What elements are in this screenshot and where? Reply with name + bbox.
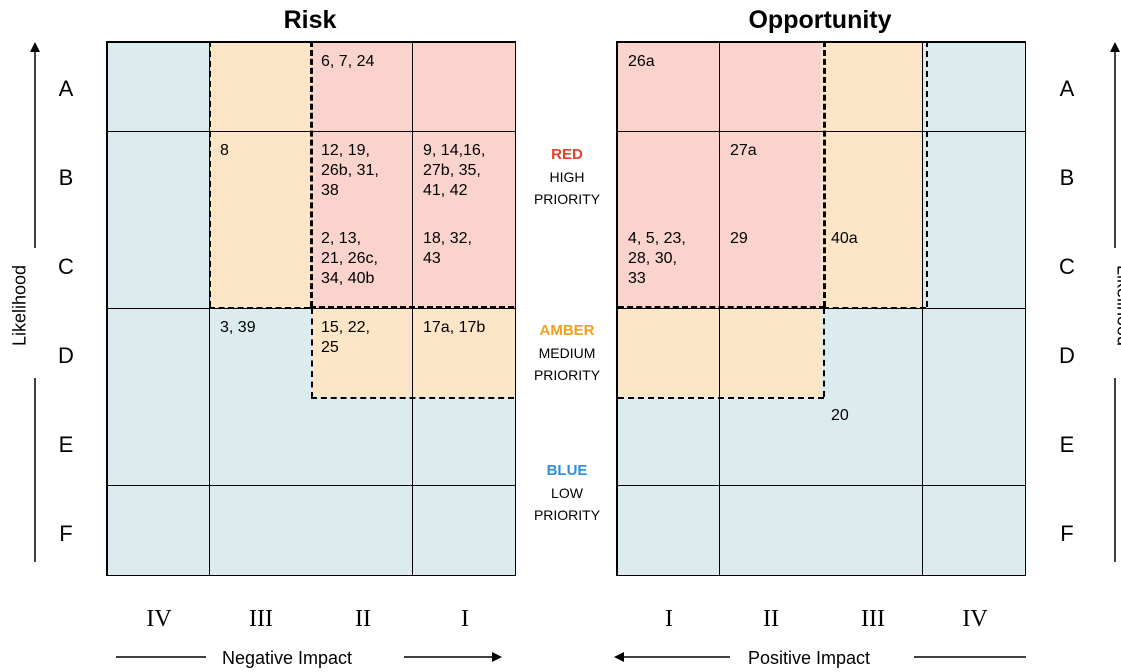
opportunity-cell <box>821 486 923 575</box>
opportunity-cell <box>720 397 822 486</box>
row-label: C <box>58 254 74 279</box>
row-label: E <box>1059 432 1075 457</box>
row-label: D <box>58 343 74 368</box>
risk-cell <box>108 43 210 132</box>
opportunity-cell <box>618 397 720 486</box>
risk-cell <box>108 397 210 486</box>
legend-red-line2: PRIORITY <box>533 191 601 207</box>
opportunity-cell <box>923 43 1025 132</box>
risk-cell <box>413 397 515 486</box>
risk-cell <box>108 220 210 309</box>
opportunity-cell: 26a <box>618 43 720 132</box>
opportunity-cell <box>821 309 923 398</box>
row-label: A <box>58 76 74 101</box>
risk-cell <box>311 397 413 486</box>
risk-matrix: 6, 7, 24 8 12, 19, 26b, 31, 38 9, 14,16, 27… <box>106 41 516 576</box>
risk-cell <box>210 43 312 132</box>
row-label: B <box>58 165 74 190</box>
opportunity-cell <box>923 397 1025 486</box>
risk-column-label: I <box>461 606 469 632</box>
risk-cell: 18, 32, 43 <box>413 220 515 309</box>
opportunity-cell: 40a <box>821 220 923 309</box>
opportunity-column-label: III <box>861 606 885 632</box>
legend-amber-key: AMBER <box>539 322 595 339</box>
risk-cell <box>210 220 312 309</box>
legend-red-line1: HIGH <box>549 169 585 185</box>
opportunity-column-label: II <box>763 606 779 632</box>
legend-red-key: RED <box>551 146 583 163</box>
row-label: E <box>58 432 74 457</box>
risk-column-label: IV <box>146 606 172 632</box>
risk-cell: 2, 13, 21, 26c, 34, 40b <box>311 220 413 309</box>
opportunity-cell: 20 <box>821 397 923 486</box>
risk-cell <box>413 43 515 132</box>
opportunity-cell <box>618 309 720 398</box>
risk-cell: 17a, 17b <box>413 309 515 398</box>
opportunity-cell <box>618 486 720 575</box>
risk-column-label: II <box>355 606 371 632</box>
opportunity-cell <box>923 220 1025 309</box>
legend-amber-line2: PRIORITY <box>533 367 601 383</box>
row-label: D <box>1059 343 1075 368</box>
risk-cell <box>210 486 312 575</box>
row-label: A <box>1059 76 1075 101</box>
opportunity-cell <box>821 43 923 132</box>
legend-blue-line2: PRIORITY <box>533 507 601 523</box>
risk-cell <box>210 397 312 486</box>
risk-column-label: III <box>249 606 273 632</box>
legend-blue-key: BLUE <box>546 462 588 479</box>
opportunity-cell <box>923 486 1025 575</box>
legend-red: RED HIGH PRIORITY <box>522 144 612 210</box>
positive-impact-label: Positive Impact <box>748 648 871 668</box>
risk-cell <box>108 309 210 398</box>
risk-cell <box>311 486 413 575</box>
opportunity-cell <box>720 43 822 132</box>
opportunity-cell: 4, 5, 23, 28, 30, 33 <box>618 220 720 309</box>
row-label: B <box>1059 165 1075 190</box>
legend-blue-line1: LOW <box>551 485 583 501</box>
risk-cell: 6, 7, 24 <box>311 43 413 132</box>
opportunity-column-label: IV <box>962 606 988 632</box>
opportunity-column-label: I <box>665 606 673 632</box>
risk-cell <box>108 486 210 575</box>
risk-cell <box>413 486 515 575</box>
risk-cell: 3, 39 <box>210 309 312 398</box>
opportunity-cell: 29 <box>720 220 822 309</box>
opportunity-title: Opportunity <box>748 6 892 34</box>
row-label: F <box>1060 521 1074 546</box>
row-label: F <box>59 521 73 546</box>
opportunity-cell <box>923 309 1025 398</box>
legend-blue: BLUE LOW PRIORITY <box>522 460 612 526</box>
negative-impact-label: Negative Impact <box>222 648 353 668</box>
opportunity-matrix: 26a 27a 4, 5, 23, 28, 30, 33 29 40a 20 <box>616 41 1026 576</box>
row-label: C <box>1059 254 1075 279</box>
legend-amber-line1: MEDIUM <box>538 345 596 361</box>
legend-amber: AMBER MEDIUM PRIORITY <box>522 320 612 386</box>
opportunity-cell: 27a <box>720 132 822 221</box>
risk-title: Risk <box>283 6 337 34</box>
